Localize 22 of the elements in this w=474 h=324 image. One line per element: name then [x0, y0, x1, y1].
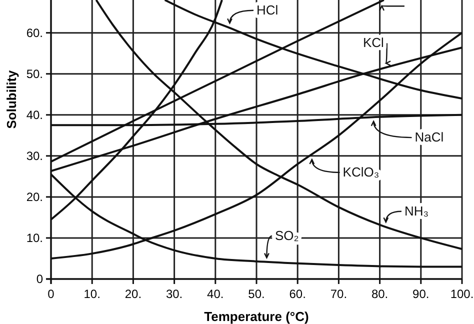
x-tick-label: 100.: [450, 287, 474, 301]
y-tick-label: 0: [36, 272, 44, 286]
x-tick-label: 40.: [207, 287, 224, 301]
x-tick-label: 0: [48, 287, 55, 301]
x-tick-label: 20.: [124, 287, 142, 301]
x-tick-label: 10.: [84, 287, 100, 301]
x-tick-label: 30.: [166, 287, 183, 301]
x-tick-label: 60.: [289, 287, 306, 301]
legend-label: HCl: [256, 2, 278, 18]
y-tick-label: 60.: [26, 26, 43, 40]
y-axis-title: Solubility: [4, 69, 19, 129]
y-tick-label: 30.: [26, 148, 43, 163]
x-axis-title: Temperature (°C): [204, 309, 309, 324]
x-tick-label: 70.: [330, 287, 348, 301]
y-tick-label: 50.: [26, 66, 43, 81]
x-tick-label: 80.: [371, 287, 388, 301]
x-tick-label: 50.: [248, 287, 265, 301]
legend-label: KClO₃: [342, 164, 380, 180]
y-tick-label: 10.: [26, 230, 43, 245]
y-tick-label: 40.: [26, 108, 43, 122]
x-tick-label: 90.: [412, 287, 430, 301]
y-tick-label: 20.: [26, 190, 43, 204]
